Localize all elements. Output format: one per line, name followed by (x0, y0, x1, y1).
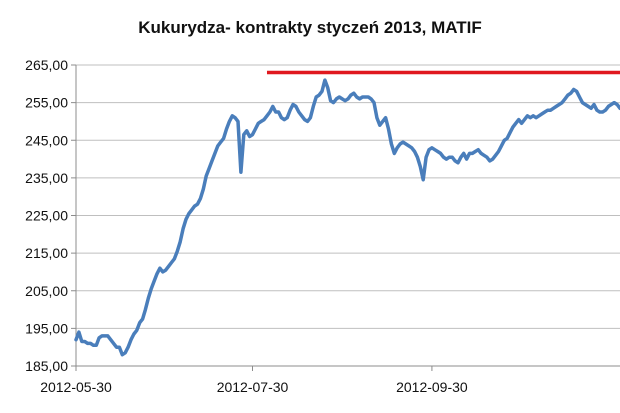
y-tick-label: 235,00 (25, 170, 68, 186)
y-tick-label: 215,00 (25, 245, 68, 261)
chart-title: Kukurydza- kontrakty styczeń 2013, MATIF (138, 18, 482, 37)
y-tick-label: 225,00 (25, 208, 68, 224)
y-tick-label: 185,00 (25, 358, 68, 374)
y-tick-label: 195,00 (25, 320, 68, 336)
price-series-line (74, 78, 620, 357)
x-tick-label: 2012-05-30 (40, 379, 112, 395)
series-lines (74, 70, 620, 357)
y-tick-labels: 185,00 195,00 205,00 215,00 225,00 235,00 245,… (25, 57, 68, 374)
axes (71, 64, 620, 371)
gridlines (76, 64, 620, 329)
x-tick-label: 2012-07-30 (217, 379, 289, 395)
y-tick-label: 255,00 (25, 95, 68, 111)
x-tick-labels: 2012-05-30 2012-07-30 2012-09-30 (40, 379, 468, 395)
y-tick-label: 265,00 (25, 57, 68, 73)
x-tick-label: 2012-09-30 (396, 379, 468, 395)
y-tick-label: 245,00 (25, 132, 68, 148)
y-tick-label: 205,00 (25, 283, 68, 299)
